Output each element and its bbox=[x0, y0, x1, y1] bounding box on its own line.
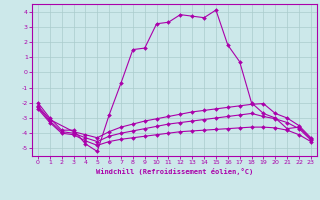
X-axis label: Windchill (Refroidissement éolien,°C): Windchill (Refroidissement éolien,°C) bbox=[96, 168, 253, 175]
